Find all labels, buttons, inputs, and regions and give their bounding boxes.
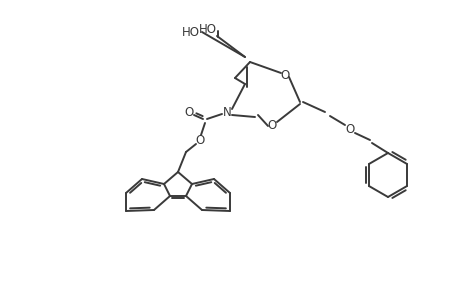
Text: O: O bbox=[267, 118, 276, 131]
Text: N: N bbox=[222, 106, 231, 118]
Text: O: O bbox=[184, 106, 193, 118]
Text: O: O bbox=[345, 122, 354, 136]
Text: HO: HO bbox=[182, 26, 200, 38]
Text: HO: HO bbox=[199, 22, 217, 35]
Text: O: O bbox=[280, 68, 289, 82]
Text: O: O bbox=[195, 134, 204, 146]
